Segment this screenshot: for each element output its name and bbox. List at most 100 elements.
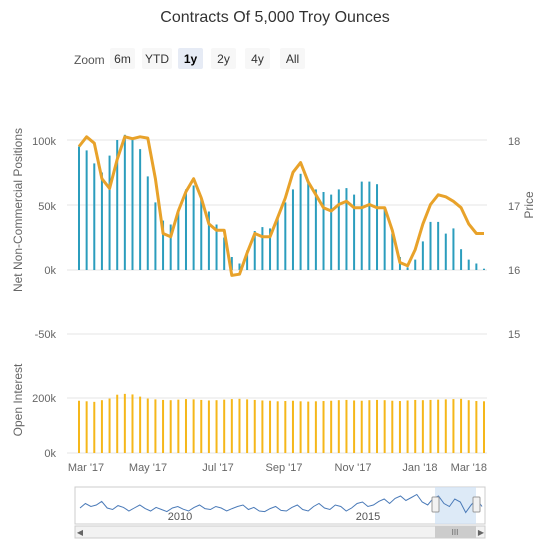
zoom-button-all[interactable]: All: [280, 48, 305, 69]
open-interest-bar: [215, 400, 218, 453]
net-position-bar: [230, 257, 233, 270]
net-position-bar: [131, 138, 134, 270]
open-interest-bar: [467, 400, 470, 453]
zoom-button-bg: [280, 48, 305, 69]
open-interest-bar: [345, 399, 348, 453]
open-interest-bar: [192, 399, 195, 453]
y2-tick-label: 17: [508, 201, 520, 213]
navigator[interactable]: 2010 2015: [74, 486, 486, 525]
net-position-bar: [78, 146, 80, 270]
open-interest-bar: [322, 401, 325, 453]
x-tick-label: Mar '18: [451, 462, 487, 474]
price-line: [77, 135, 484, 277]
scroll-left-arrow-icon[interactable]: ◀: [77, 528, 84, 537]
net-position-bar: [460, 249, 463, 270]
open-interest-bar: [169, 400, 172, 453]
net-position-bar: [100, 172, 103, 270]
scrollbar-thumb[interactable]: [435, 526, 476, 538]
open-interest-bar: [299, 401, 302, 453]
x-tick-label: Mar '17: [68, 462, 104, 474]
open-interest-bar: [85, 401, 88, 453]
navigator-frame: [74, 486, 486, 525]
net-position-bar: [307, 181, 310, 270]
zoom-button-6m[interactable]: 6m: [110, 48, 135, 69]
oi-tick-label: 0k: [44, 448, 56, 460]
net-position-bar: [475, 263, 478, 270]
open-interest-bar: [376, 399, 379, 453]
open-interest-bar: [360, 400, 363, 453]
y-axis-title-open-interest: Open Interest: [11, 363, 25, 436]
net-position-bar: [116, 140, 119, 270]
net-position-bar: [360, 181, 363, 270]
open-interest-bar: [307, 401, 310, 453]
net-position-bar: [421, 241, 424, 270]
open-interest-bar: [269, 400, 272, 453]
net-position-bar: [406, 267, 409, 270]
net-position-bar: [276, 218, 279, 270]
net-position-bar: [368, 181, 371, 270]
zoom-button-label: YTD: [145, 52, 169, 66]
open-interest-bar: [353, 400, 356, 453]
open-interest-bar: [184, 399, 187, 453]
net-position-bar: [345, 188, 348, 270]
net-position-bar: [93, 163, 96, 270]
net-position-bar: [376, 184, 379, 270]
open-interest-bar: [177, 399, 180, 453]
net-position-bar: [177, 211, 180, 270]
x-tick-label: Jul '17: [202, 462, 233, 474]
y2-tick-label: 15: [508, 329, 520, 341]
navigator-line: [79, 493, 483, 514]
open-interest-bar: [337, 400, 340, 453]
open-interest-bar: [100, 400, 103, 453]
open-interest-bar: [261, 400, 264, 453]
y-axis-title-price: Price: [522, 191, 536, 219]
open-interest-bar: [131, 394, 134, 453]
net-position-bar: [414, 259, 417, 270]
navigator-handle-left[interactable]: [431, 496, 440, 513]
open-interest-bar: [276, 401, 279, 453]
scroll-right-arrow-icon[interactable]: ▶: [478, 528, 485, 537]
open-interest-bars: [78, 393, 485, 453]
net-position-bar: [383, 207, 386, 270]
net-position-bar: [353, 194, 356, 270]
net-position-bar: [330, 194, 333, 270]
navigator-handle-right[interactable]: [472, 496, 481, 513]
open-interest-bar: [383, 400, 386, 453]
net-position-bar: [322, 192, 325, 270]
open-interest-bar: [223, 399, 226, 453]
open-interest-bar: [207, 400, 210, 453]
net-position-bar: [184, 189, 187, 270]
open-interest-bar: [314, 401, 317, 453]
scrollbar[interactable]: III ◀ ▶: [74, 525, 486, 539]
open-interest-bar: [437, 399, 440, 453]
zoom-button-2y[interactable]: 2y: [211, 48, 236, 69]
zoom-button-bg: [211, 48, 236, 69]
open-interest-bar: [460, 398, 463, 453]
zoom-button-label: 6m: [114, 52, 131, 66]
net-position-bar: [238, 263, 241, 270]
open-interest-bar: [238, 398, 241, 453]
chart-title: Contracts Of 5,000 Troy Ounces: [160, 9, 389, 26]
y-tick-label: 0k: [44, 265, 56, 277]
net-position-bar: [146, 176, 149, 270]
net-position-bar: [269, 228, 272, 270]
open-interest-bar: [162, 399, 165, 453]
open-interest-bar: [139, 396, 142, 453]
net-position-bar: [483, 268, 485, 270]
net-position-bar: [314, 189, 317, 270]
navigator-label: 2010: [168, 511, 192, 523]
net-position-bar: [85, 150, 88, 270]
net-position-bar: [429, 221, 432, 270]
zoom-button-ytd[interactable]: YTD: [142, 48, 172, 69]
zoom-label: Zoom: [74, 53, 105, 67]
open-interest-bar: [444, 399, 447, 453]
y-tick-label: 50k: [38, 201, 56, 213]
net-position-bar: [261, 227, 264, 270]
y-axis-title-net: Net Non-Commercial Positions: [11, 128, 25, 292]
zoom-button-4y[interactable]: 4y: [245, 48, 270, 69]
open-interest-bar: [421, 400, 424, 453]
net-position-bar: [162, 220, 165, 270]
navigator-label: 2015: [356, 511, 380, 523]
zoom-button-1y[interactable]: 1y: [178, 48, 203, 69]
